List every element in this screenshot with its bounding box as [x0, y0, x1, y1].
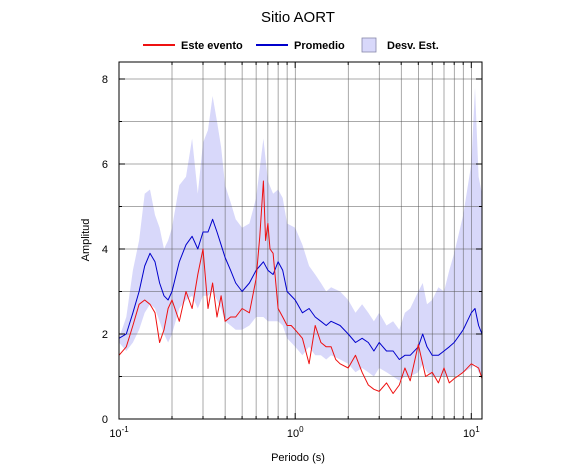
x-tick-label: 100: [287, 425, 304, 440]
y-tick-label: 0: [102, 414, 108, 426]
legend-label-este-evento: Este evento: [181, 40, 243, 52]
y-tick-label: 2: [102, 329, 108, 341]
legend-label-desv-est: Desv. Est.: [387, 40, 439, 52]
y-tick-label: 8: [102, 74, 108, 86]
x-tick-label: 10-1: [109, 425, 129, 440]
series-layer: [118, 180, 483, 394]
chart-title: Sitio AORT: [261, 9, 335, 26]
grid-layer: [119, 62, 482, 419]
legend: Este evento Promedio Desv. Est.: [143, 37, 439, 53]
x-axis-label: Periodo (s): [271, 452, 325, 464]
y-axis-label: Amplitud: [80, 219, 92, 262]
series-line-promedio: [118, 218, 483, 360]
x-tick-label: 101: [463, 425, 480, 440]
legend-swatch-desv-est: [361, 37, 377, 53]
legend-label-promedio: Promedio: [294, 40, 345, 52]
y-tick-label: 6: [102, 159, 108, 171]
plot-frame: [118, 61, 483, 420]
tick-labels: 10-1 100 101 0 2 4 6 8: [102, 74, 480, 440]
frame-layer: [118, 61, 483, 420]
std-deviation-band: [119, 87, 482, 381]
std-band-layer: [119, 87, 482, 381]
y-tick-label: 4: [102, 244, 108, 256]
series-line-este-evento: [118, 180, 483, 394]
